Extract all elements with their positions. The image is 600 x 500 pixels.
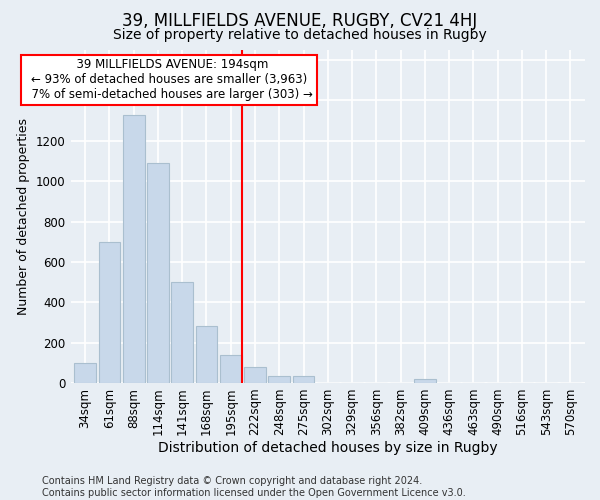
Text: 39 MILLFIELDS AVENUE: 194sqm
← 93% of detached houses are smaller (3,963)
  7% o: 39 MILLFIELDS AVENUE: 194sqm ← 93% of de… [25, 58, 313, 102]
Text: Contains HM Land Registry data © Crown copyright and database right 2024.
Contai: Contains HM Land Registry data © Crown c… [42, 476, 466, 498]
Bar [244, 367, 266, 383]
Bar [196, 326, 217, 383]
Bar [172, 282, 193, 383]
Text: 39, MILLFIELDS AVENUE, RUGBY, CV21 4HJ: 39, MILLFIELDS AVENUE, RUGBY, CV21 4HJ [122, 12, 478, 30]
Bar [293, 376, 314, 383]
Y-axis label: Number of detached properties: Number of detached properties [17, 118, 31, 315]
Bar [414, 379, 436, 383]
Text: Size of property relative to detached houses in Rugby: Size of property relative to detached ho… [113, 28, 487, 42]
Bar [74, 363, 96, 383]
Bar [220, 354, 242, 383]
X-axis label: Distribution of detached houses by size in Rugby: Distribution of detached houses by size … [158, 441, 497, 455]
Bar [123, 114, 145, 383]
Bar [268, 376, 290, 383]
Bar [98, 242, 121, 383]
Bar [147, 163, 169, 383]
